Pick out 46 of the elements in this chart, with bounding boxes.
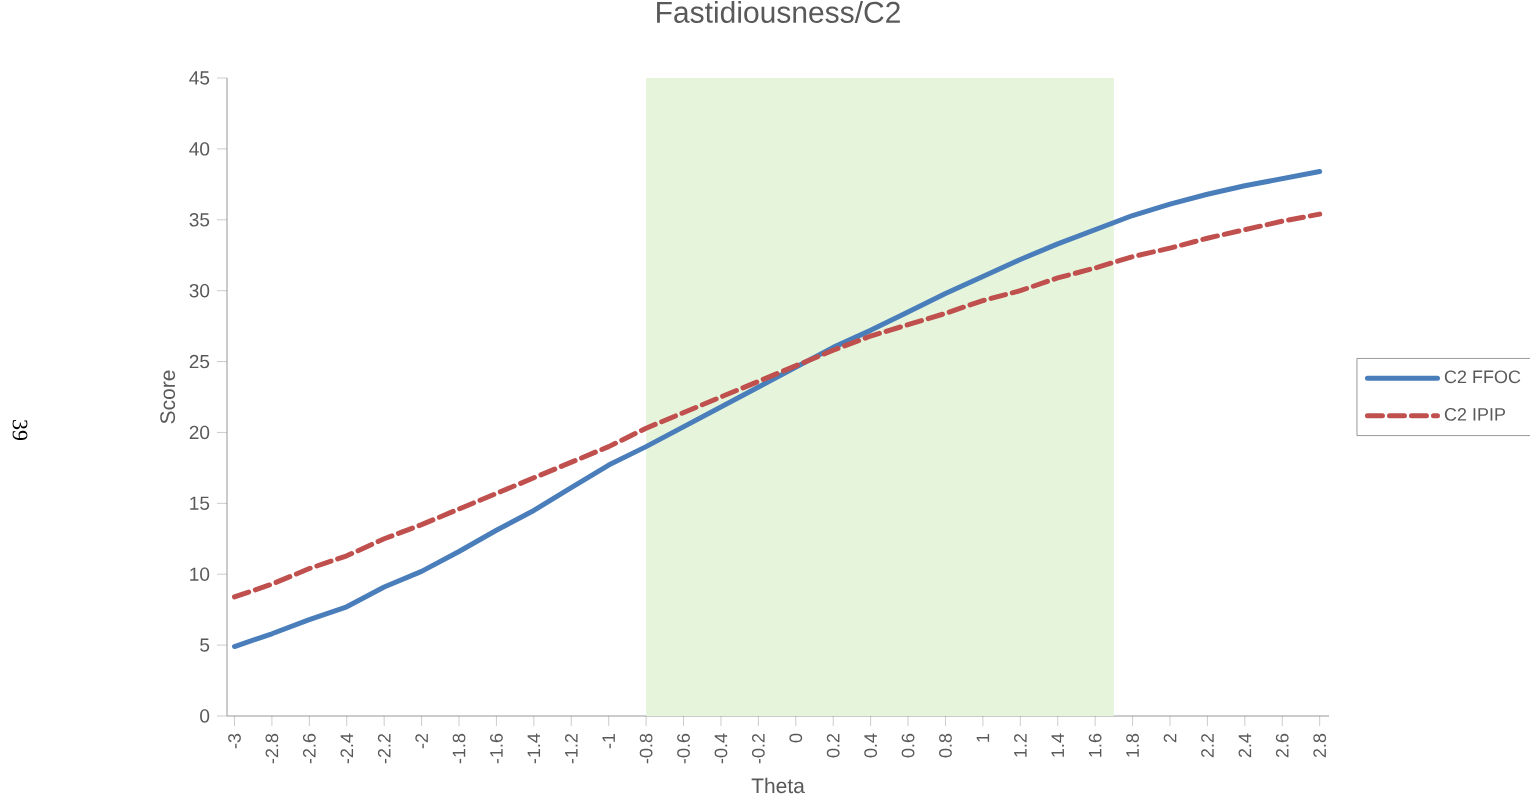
y-tick-label: 25	[189, 354, 210, 369]
x-tick-label: -3	[228, 733, 241, 749]
x-tick-label: -2.4	[340, 733, 354, 764]
x-tick-label: 2	[1163, 733, 1177, 743]
x-tick-label: -1.6	[490, 733, 503, 764]
x-tick-label: -1	[602, 733, 615, 749]
x-tick-label: -1.4	[527, 733, 541, 764]
y-tick-label: 45	[189, 71, 210, 85]
y-axis-title: Score	[160, 370, 176, 424]
y-tick-label: 35	[189, 213, 210, 227]
y-tick-label: 10	[190, 567, 210, 581]
x-tick-label: 0.8	[939, 733, 952, 758]
x-tick-label: -0.6	[677, 733, 690, 764]
y-tick-label: 40	[189, 142, 210, 156]
x-tick-label: -1.8	[452, 733, 466, 764]
x-tick-label: -0.2	[751, 733, 765, 764]
x-tick-label: -0.8	[639, 733, 653, 764]
y-tick-label: 30	[189, 283, 210, 298]
x-axis-title: Theta	[751, 777, 805, 794]
y-tick-label: 15	[190, 496, 210, 510]
y-tick-label: 20	[189, 425, 210, 440]
x-tick-label: 1	[976, 733, 990, 742]
x-tick-label: 0.6	[901, 733, 915, 758]
legend-label: C2 IPIP	[1444, 407, 1506, 421]
text: 39	[12, 420, 28, 441]
x-tick-label: 2.2	[1201, 733, 1214, 758]
x-tick-label: 1.6	[1088, 733, 1102, 757]
x-tick-label: -2	[415, 733, 428, 749]
chart-title: Fastidiousness/C2	[657, 0, 900, 23]
x-tick-label: 0.4	[864, 733, 878, 758]
x-tick-label: 2.4	[1238, 733, 1252, 758]
x-tick-label: -2.8	[265, 733, 279, 764]
x-tick-label: -1.2	[564, 733, 578, 764]
x-tick-label: 0.2	[826, 733, 840, 758]
x-tick-label: 2.6	[1275, 733, 1289, 758]
x-tick-label: -2.6	[302, 733, 316, 764]
x-tick-label: -2.2	[377, 733, 391, 764]
y-tick-label: 5	[200, 638, 210, 652]
x-tick-label: 1.8	[1126, 733, 1139, 757]
x-tick-label: 1.2	[1014, 733, 1027, 757]
x-tick-label: 1.4	[1051, 733, 1064, 757]
x-tick-label: 0	[789, 733, 803, 743]
legend-label: C2 FFOC	[1444, 370, 1521, 384]
x-tick-label: 2.8	[1313, 733, 1327, 758]
y-tick-label: 0	[200, 709, 210, 723]
x-tick-label: -0.4	[714, 733, 728, 764]
